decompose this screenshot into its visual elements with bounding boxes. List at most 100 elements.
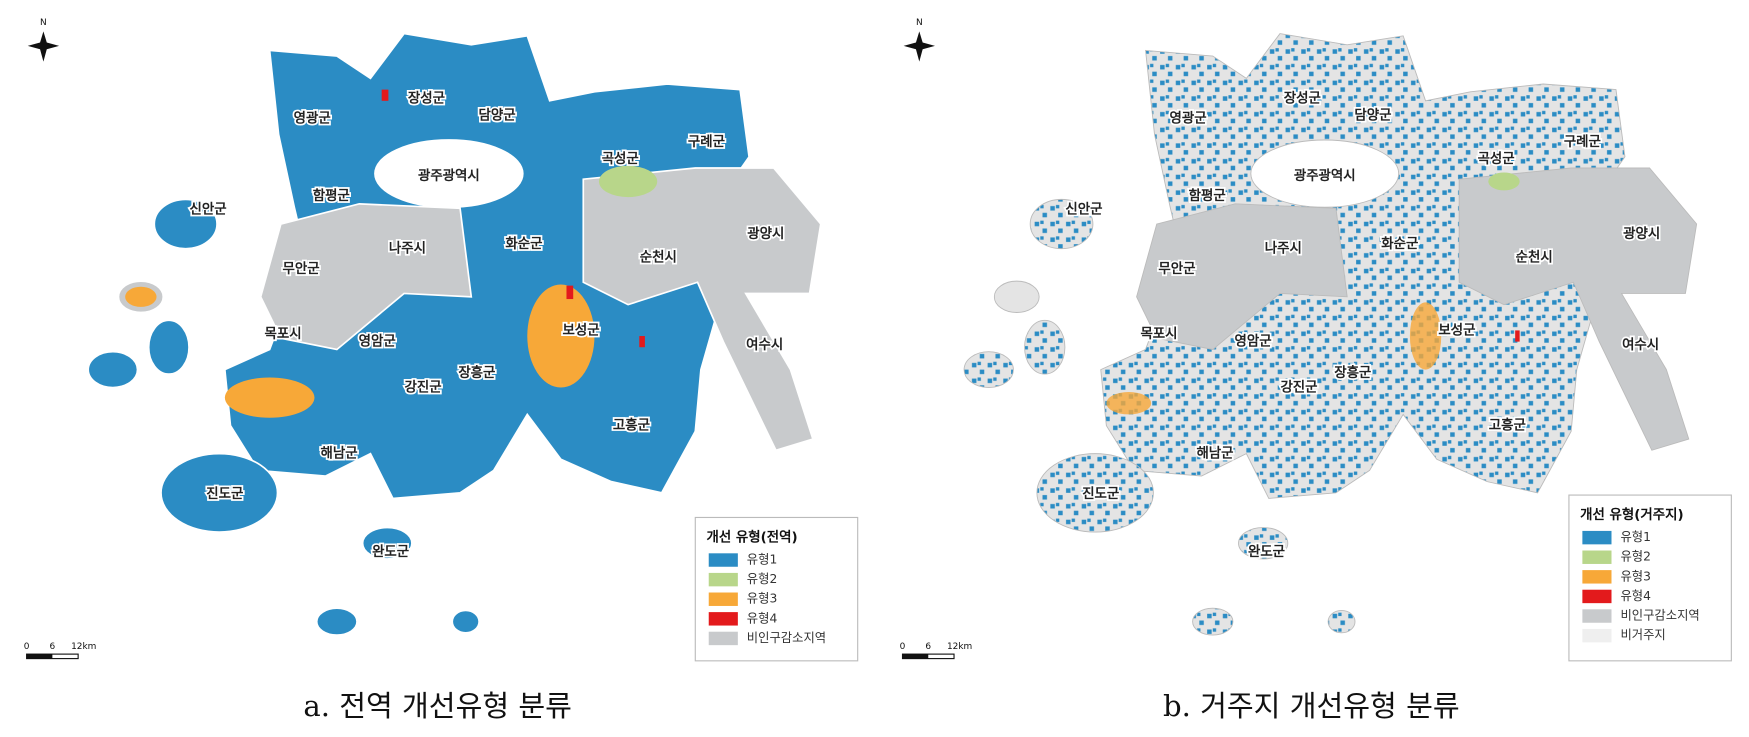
scale-fill	[26, 654, 53, 659]
region-label: 장성군	[1284, 90, 1321, 107]
legend-label: 비인구감소지역	[747, 631, 826, 645]
region-label: 보성군	[1438, 322, 1475, 338]
legend-label: 유형1	[747, 553, 778, 567]
region-label: 나주시	[389, 241, 426, 257]
patch	[1488, 172, 1520, 191]
region-label: 곡성군	[1478, 151, 1515, 167]
legend-swatch	[708, 631, 738, 646]
region-label: 신안군	[1065, 200, 1102, 217]
patch	[1515, 330, 1520, 342]
patch	[527, 284, 595, 388]
patch	[1409, 302, 1442, 370]
region-label: 장흥군	[458, 364, 495, 381]
region-label: 완도군	[1248, 544, 1285, 560]
region-label: 진도군	[206, 485, 243, 502]
legend-label: 유형4	[747, 611, 778, 625]
legend-swatch	[708, 612, 738, 626]
region-label: 화순군	[505, 236, 542, 252]
region-label: 순천시	[640, 250, 677, 266]
legend-swatch	[1582, 628, 1612, 643]
land	[315, 607, 358, 636]
legend-swatch	[708, 572, 738, 587]
patch	[598, 165, 658, 198]
region-label: 여수시	[746, 336, 783, 353]
land	[87, 350, 139, 389]
compass-b	[903, 31, 935, 62]
legend-swatch	[708, 553, 738, 567]
land	[993, 280, 1040, 314]
scale-bar-b	[901, 653, 955, 660]
region-label: 고흥군	[1489, 417, 1526, 434]
region-label: 나주시	[1265, 241, 1302, 257]
region-label: 장흥군	[1334, 364, 1371, 381]
land	[963, 351, 1014, 389]
region-label: 화순군	[1381, 236, 1418, 252]
region-label: 신안군	[190, 200, 227, 217]
legend-label: 유형3	[1620, 569, 1651, 583]
region-label: 강진군	[1280, 379, 1317, 396]
land	[147, 319, 190, 375]
land	[1327, 609, 1356, 634]
scale-label: 0	[24, 642, 30, 652]
patch	[381, 89, 389, 101]
region-label: 영광군	[294, 110, 331, 127]
legend-label: 유형4	[1620, 589, 1651, 603]
legend-swatch	[1582, 570, 1612, 584]
region-label: 광양시	[747, 225, 784, 242]
legend-label: 비인구감소지역	[1620, 609, 1699, 623]
compass-a	[27, 31, 60, 62]
compass-label: N	[40, 18, 47, 28]
legend-label: 유형2	[747, 572, 778, 586]
region-label: 보성군	[562, 322, 599, 338]
legend-swatch	[1582, 589, 1612, 604]
legend-label: 비거주지	[1620, 628, 1665, 642]
region-label: 순천시	[1516, 250, 1553, 266]
legend-label: 유형2	[1620, 550, 1651, 564]
land	[1192, 607, 1234, 636]
map-b	[963, 33, 1698, 636]
caption: b. 거주지 개선유형 분류	[1163, 689, 1460, 723]
scale-label: 12km	[947, 642, 972, 652]
region-label: 함평군	[313, 187, 350, 204]
legend: 개선 유형(전역) 유형1 유형2 유형3 유형4 비인구감소지역	[694, 516, 859, 662]
map-a	[87, 32, 822, 636]
legend-swatch	[708, 592, 738, 606]
compass-star	[27, 31, 60, 62]
region-label: 광주광역시	[418, 167, 480, 184]
region-label: 진도군	[1082, 485, 1119, 502]
region-label: 강진군	[405, 379, 442, 396]
scale-label: 0	[900, 642, 906, 652]
region-label: 고흥군	[613, 417, 650, 434]
scale-label: 6	[925, 642, 931, 652]
legend-title: 개선 유형(전역)	[706, 529, 797, 546]
caption: a. 전역 개선유형 분류	[303, 689, 572, 723]
land	[1024, 319, 1066, 375]
region-label: 무안군	[1158, 260, 1195, 277]
region-label: 곡성군	[602, 151, 639, 167]
region-label: 영암군	[359, 333, 396, 350]
legend-label: 유형1	[1620, 530, 1651, 544]
region-label: 광양시	[1623, 225, 1660, 242]
legend-label: 유형3	[747, 592, 778, 606]
scale-fill	[902, 654, 929, 659]
scale-label: 6	[50, 642, 56, 652]
region-label: 담양군	[478, 106, 515, 123]
legend-swatch	[1582, 550, 1612, 564]
region-label: 해남군	[321, 445, 358, 462]
region-label: 무안군	[282, 260, 319, 277]
region-label: 목포시	[1140, 326, 1177, 342]
region-label: 구례군	[688, 134, 725, 150]
region-label: 여수시	[1622, 336, 1659, 353]
legend-title: 개선 유형(거주지)	[1580, 506, 1684, 523]
region-label: 영광군	[1170, 110, 1207, 127]
patch	[1106, 392, 1152, 415]
region-label: 광주광역시	[1294, 167, 1356, 184]
legend-swatch	[1582, 609, 1612, 623]
legend-swatch	[1582, 530, 1612, 545]
region-label: 장성군	[408, 90, 445, 107]
scale-bar-a	[26, 653, 79, 660]
